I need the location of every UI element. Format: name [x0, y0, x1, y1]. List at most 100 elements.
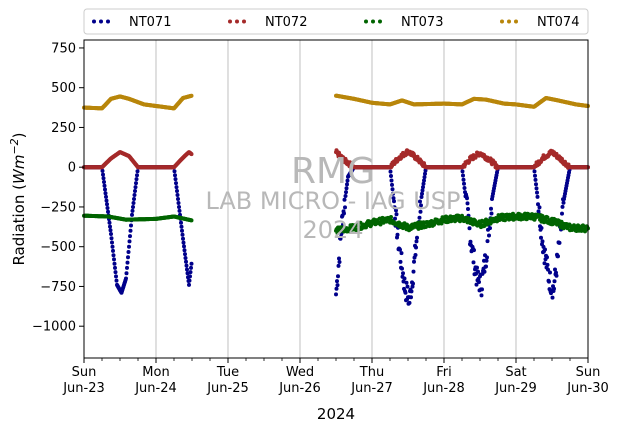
x-tick-label-date: Jun-29 [494, 381, 537, 396]
x-tick-label-day: Thu [359, 365, 384, 380]
data-point [107, 220, 112, 225]
data-point [106, 209, 110, 214]
data-point [482, 269, 487, 274]
watermark-line-1: RMG [291, 151, 375, 192]
x-tick-label-date: Jun-24 [134, 381, 177, 396]
data-point [485, 239, 490, 244]
x-tick-label-day: Fri [436, 365, 452, 380]
data-point [185, 271, 190, 276]
data-point [484, 258, 489, 263]
data-point [177, 205, 181, 209]
data-point [104, 198, 109, 203]
data-point [189, 265, 193, 270]
data-point [552, 279, 557, 284]
data-point [545, 215, 550, 220]
y-tick-label: 0 [68, 161, 76, 176]
data-point [135, 169, 140, 174]
data-point [189, 152, 194, 157]
data-point [489, 211, 494, 216]
data-point [183, 256, 188, 260]
data-point [395, 232, 400, 237]
data-point [389, 215, 393, 219]
data-point [345, 182, 349, 187]
data-point [480, 287, 484, 292]
data-point [100, 168, 105, 173]
data-point [389, 174, 393, 178]
legend-marker [228, 19, 232, 24]
data-point [390, 182, 394, 187]
data-point [533, 177, 538, 182]
data-point [182, 248, 187, 253]
data-point [124, 271, 129, 276]
data-point [533, 173, 537, 178]
data-point [108, 228, 113, 233]
x-tick-label-date: Jun-23 [62, 381, 105, 396]
data-point [542, 261, 547, 266]
data-point [391, 196, 396, 201]
data-point [101, 176, 106, 181]
data-point [176, 197, 180, 201]
data-point [335, 279, 339, 284]
data-point [534, 182, 538, 187]
data-point [479, 293, 484, 298]
data-point [131, 201, 136, 205]
data-point [419, 203, 423, 208]
data-point [389, 178, 394, 183]
data-point [173, 177, 178, 182]
data-point [343, 194, 348, 198]
data-point [468, 239, 473, 244]
series-NT074 [82, 93, 590, 111]
data-point [174, 181, 178, 186]
data-point [393, 216, 397, 221]
data-point [111, 248, 115, 253]
legend-marker [378, 19, 382, 24]
y-tick-label: −500 [40, 240, 76, 255]
data-point [108, 224, 112, 229]
data-point [128, 228, 133, 233]
data-point [180, 232, 185, 237]
data-point [336, 263, 341, 268]
data-point [105, 206, 110, 210]
y-tick-label: −750 [40, 280, 76, 295]
data-point [401, 271, 405, 276]
data-point [485, 255, 489, 260]
data-point [112, 257, 116, 262]
data-point [484, 264, 488, 269]
data-point [417, 215, 422, 220]
data-points [82, 93, 590, 306]
data-point [344, 190, 348, 195]
data-point [135, 173, 139, 178]
data-point [189, 93, 194, 98]
data-point [535, 194, 540, 199]
data-point [392, 205, 397, 210]
data-point [364, 225, 368, 230]
data-point [102, 180, 106, 184]
data-point [465, 201, 470, 206]
legend-marker [507, 19, 511, 24]
data-point [134, 177, 139, 182]
x-tick-label-day: Sat [505, 365, 526, 380]
data-point [465, 196, 469, 201]
legend-marker [371, 19, 375, 24]
data-point [421, 185, 425, 190]
axes: SunJun-23MonJun-24TueJun-25WedJun-26ThuJ… [32, 41, 609, 396]
data-point [561, 200, 566, 205]
y-tick-label: 750 [51, 41, 76, 56]
data-point [557, 240, 562, 245]
x-tick-label-date: Jun-28 [422, 381, 465, 396]
data-point [532, 169, 537, 174]
data-point [539, 226, 544, 230]
x-tick-label-date: Jun-25 [206, 381, 249, 396]
data-point [461, 173, 465, 178]
data-point [392, 199, 396, 204]
data-point [477, 280, 481, 284]
data-point [413, 253, 418, 257]
data-point [188, 270, 193, 275]
data-point [189, 218, 194, 223]
data-point [411, 281, 415, 286]
data-point [488, 226, 492, 231]
data-point [414, 245, 418, 250]
data-point [175, 193, 180, 197]
data-point [404, 280, 409, 285]
data-point [467, 226, 472, 231]
